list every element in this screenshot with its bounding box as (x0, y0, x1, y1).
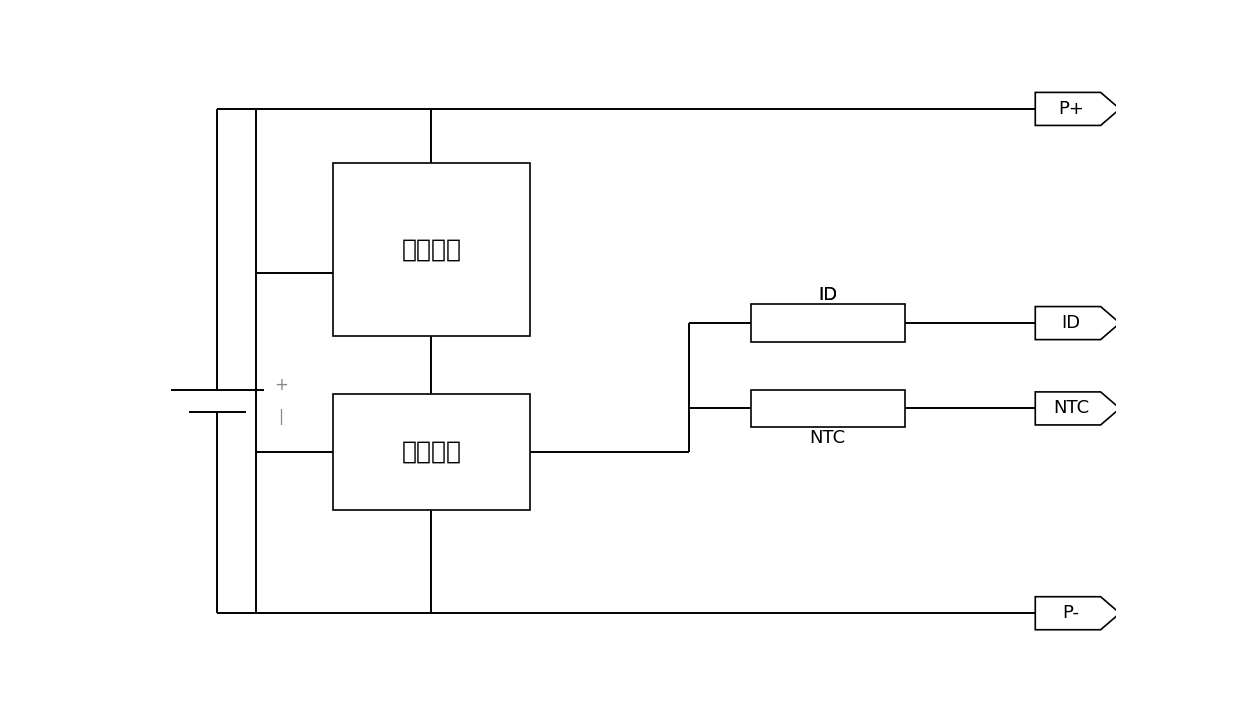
Text: +: + (274, 376, 288, 394)
Text: NTC: NTC (810, 429, 846, 447)
Text: P-: P- (1063, 604, 1080, 622)
Text: ID: ID (1061, 314, 1081, 332)
Bar (751, 305, 905, 342)
Bar (751, 390, 905, 427)
Polygon shape (1035, 597, 1120, 630)
Polygon shape (1035, 392, 1120, 425)
Bar (332, 163, 529, 336)
Text: 开关模块: 开关模块 (402, 440, 461, 464)
Polygon shape (1035, 307, 1120, 340)
Text: P+: P+ (1058, 100, 1084, 118)
Text: ID: ID (818, 286, 837, 304)
Text: 控制模块: 控制模块 (402, 237, 461, 262)
Text: ID: ID (818, 286, 837, 304)
Bar (332, 394, 529, 510)
Text: |: | (278, 409, 284, 425)
Polygon shape (1035, 92, 1120, 125)
Text: NTC: NTC (1053, 400, 1089, 418)
